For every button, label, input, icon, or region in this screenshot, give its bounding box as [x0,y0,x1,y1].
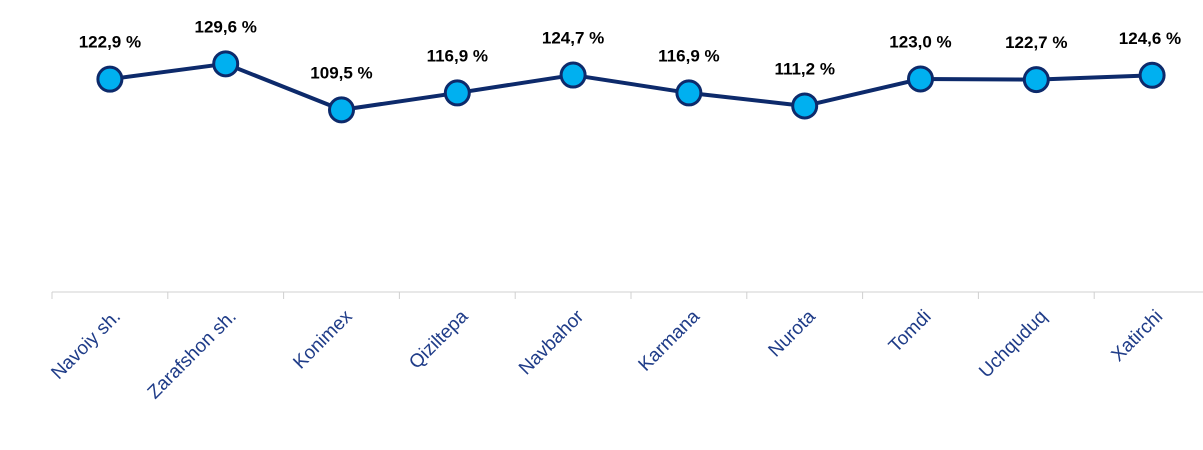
marker [1022,66,1050,94]
marker [791,92,819,120]
marker [96,65,124,93]
x-tick-label: Nurota [765,306,820,361]
x-tick-label: Qiziltepa [405,306,472,373]
x-tick-label: Xatirchi [1108,306,1168,366]
marker [559,61,587,89]
data-label: 111,2 % [774,59,835,78]
marker [212,50,240,78]
x-tick-label: Karmana [635,306,705,376]
data-label: 109,5 % [310,63,372,82]
marker [675,79,703,107]
data-label: 116,9 % [658,46,719,65]
marker [907,65,934,93]
marker [1138,61,1166,89]
x-tick-label: Navbahor [515,306,589,380]
data-label: 122,9 % [79,33,141,52]
data-label: 129,6 % [195,17,257,36]
marker [328,96,355,124]
x-tick-label: Navoiy sh. [47,306,125,384]
x-tick-label: Uchquduq [975,306,1051,382]
data-label: 116,9 % [427,46,488,65]
data-label: 124,7 % [542,29,604,48]
data-label: 123,0 % [889,32,951,51]
x-tick-label: Zarafshon sh. [144,306,241,403]
x-tick-label: Konimex [289,306,356,373]
marker [443,79,471,107]
x-tick-label: Tomdi [885,306,936,357]
data-label: 122,7 % [1005,33,1067,52]
data-label: 124,6 % [1119,29,1181,48]
line [109,61,1153,112]
